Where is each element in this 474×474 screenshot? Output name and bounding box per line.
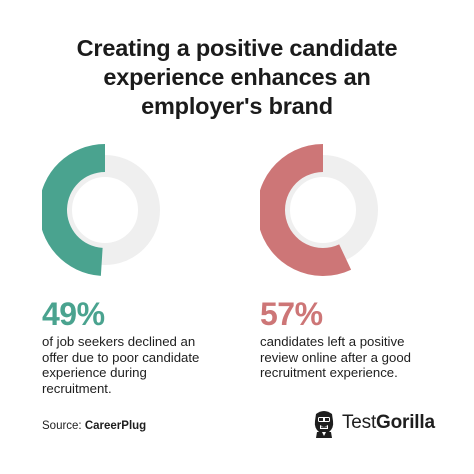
donut-chart-right [260,144,378,276]
stat-text-line: recruitment. [42,380,112,396]
stat-text-line: recruitment experience. [260,365,398,381]
donut-chart-left [42,144,160,276]
stat-text-line: offer due to poor candidate [42,349,200,365]
gorilla-icon [314,411,334,438]
stat-text-line: review online after a good [260,349,412,365]
logo-word-regular: Test [342,412,377,433]
page-title: Creating a positive candidate experience… [20,34,454,121]
stat-description: of job seekers declined an offer due to … [42,334,222,396]
stat-description: candidates left a positive review online… [260,334,440,381]
testgorilla-logo: TestGorilla [312,405,452,441]
stat-left: 49% of job seekers declined an offer due… [42,296,242,396]
stat-percent: 49% [42,296,105,332]
source-name: CareerPlug [84,420,147,432]
stat-text-line: experience during [42,365,147,381]
title-line: employer's brand [141,93,333,119]
stat-percent: 57% [260,296,323,332]
stat-text-line: of job seekers declined an [42,334,196,349]
source-note: Source: CareerPlug [42,420,146,432]
title-line: Creating a positive candidate [76,35,398,61]
logo-word-bold: Gorilla [376,412,435,433]
donut-segment [42,144,105,276]
stat-right: 57% candidates left a positive review on… [260,296,460,381]
logo-wordmark: TestGorilla [342,412,435,434]
source-prefix: Source: [42,420,82,432]
title-line: experience enhances an [103,64,371,90]
stat-text-line: candidates left a positive [260,334,405,349]
donut-segment [260,144,352,276]
